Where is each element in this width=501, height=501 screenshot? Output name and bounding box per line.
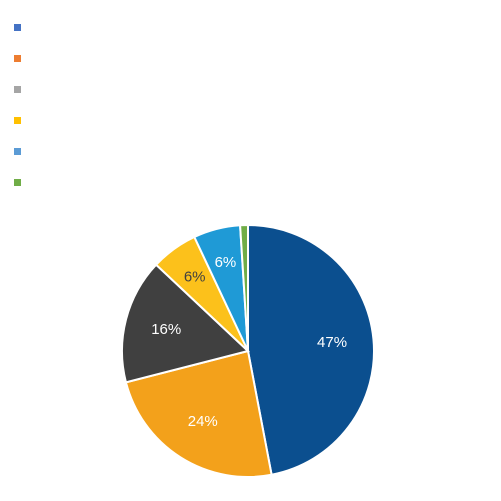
legend-swatch xyxy=(14,24,21,31)
legend-item xyxy=(14,12,29,43)
pie-slice xyxy=(121,263,251,384)
chart-legend xyxy=(14,12,29,198)
slice-data-label: 47% xyxy=(317,334,347,351)
legend-item xyxy=(14,136,29,167)
legend-item xyxy=(14,74,29,105)
pie-slice xyxy=(124,349,273,478)
legend-swatch xyxy=(14,179,21,186)
legend-swatch xyxy=(14,86,21,93)
pie-slice xyxy=(247,223,375,476)
slice-data-label: 24% xyxy=(188,413,218,430)
slice-data-label: 16% xyxy=(151,321,181,338)
legend-item xyxy=(14,167,29,198)
legend-item xyxy=(14,105,29,136)
slice-data-label: 6% xyxy=(215,254,237,271)
legend-swatch xyxy=(14,55,21,62)
legend-swatch xyxy=(14,117,21,124)
legend-swatch xyxy=(14,148,21,155)
legend-item xyxy=(14,43,29,74)
pie-slice xyxy=(239,223,249,352)
slice-data-label: 6% xyxy=(184,269,206,286)
